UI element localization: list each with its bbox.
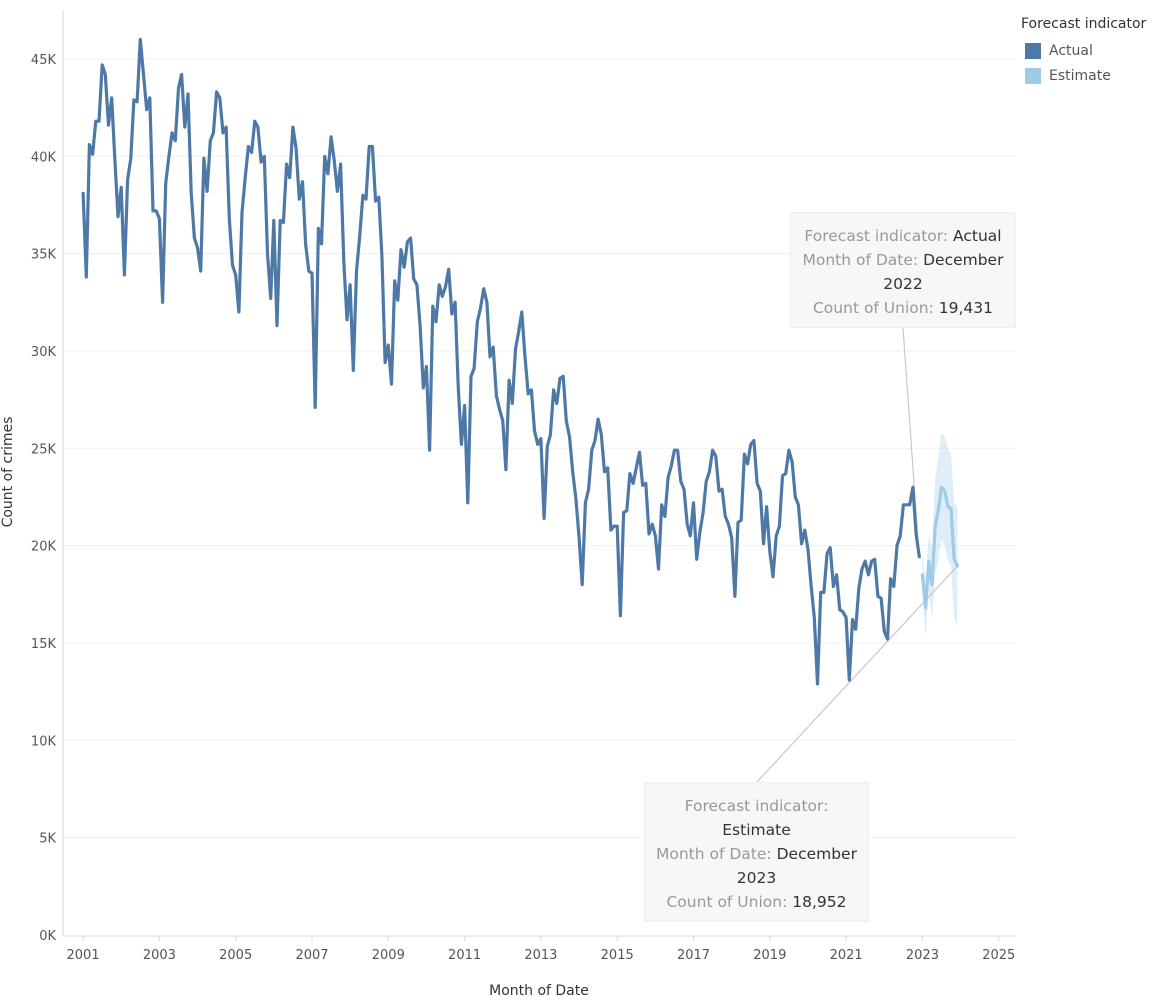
y-tick-label: 10K (31, 734, 57, 749)
tooltip-line: Forecast indicator: (645, 794, 868, 818)
tooltip-actual: Forecast indicator: Actual Month of Date… (790, 212, 1016, 328)
x-tick-label: 2005 (219, 948, 252, 963)
tooltip-value: 2022 (883, 275, 923, 293)
tooltip-line: Count of Union: 19,431 (791, 296, 1015, 320)
tooltip-label: Count of Union: (812, 299, 934, 317)
tooltip-value: December (923, 251, 1004, 269)
legend-title: Forecast indicator (1021, 16, 1147, 32)
x-tick-labels: 2001 2003 2005 2007 2009 2011 2013 2015 2017 2019… (67, 936, 1015, 963)
tooltip-line: Count of Union: 18,952 (645, 890, 868, 914)
tooltip-line: Estimate (645, 818, 868, 842)
x-tick-label: 2013 (524, 948, 557, 963)
y-tick-label: 30K (31, 345, 57, 360)
y-tick-label: 5K (39, 832, 56, 847)
tooltip-line: 2023 (645, 866, 868, 890)
series-line-estimate (920, 485, 960, 610)
tooltip-value: 19,431 (938, 299, 994, 317)
tooltip-value: 18,952 (792, 893, 847, 911)
y-tick-label: 15K (31, 637, 57, 652)
forecast-band (922, 432, 958, 638)
legend-item-actual[interactable]: Actual (1021, 38, 1146, 63)
series-lines (81, 37, 960, 686)
x-tick-label: 2017 (677, 948, 710, 963)
grid-lines (63, 58, 1016, 839)
x-tick-label: 2015 (601, 948, 634, 963)
tooltip-value: December (776, 845, 857, 863)
legend-swatch-actual (1025, 42, 1041, 59)
tooltip-line: 2022 (791, 272, 1015, 296)
tooltip-line: Forecast indicator: Actual (791, 224, 1015, 248)
y-tick-label: 40K (31, 150, 57, 165)
y-axis-title: Count of crimes (0, 417, 16, 528)
x-tick-label: 2023 (906, 948, 939, 963)
tooltip-value: Estimate (722, 821, 791, 839)
tooltip-value: Actual (953, 227, 1002, 245)
forecast-band-1 (922, 432, 958, 638)
tooltip-label: Month of Date: (656, 845, 772, 863)
x-tick-label: 2001 (67, 948, 100, 963)
tooltip-estimate: Forecast indicator: Estimate Month of Da… (644, 782, 869, 922)
x-tick-label: 2025 (982, 948, 1015, 963)
tooltip-label: Forecast indicator: (684, 797, 829, 815)
tooltip-value: 2023 (736, 869, 777, 887)
legend-label-estimate: Estimate (1049, 67, 1111, 84)
x-tick-label: 2009 (372, 948, 405, 963)
x-tick-label: 2003 (143, 948, 176, 963)
y-tick-label: 20K (31, 540, 57, 555)
y-tick-label: 0K (39, 929, 56, 944)
tooltip-label: Forecast indicator: (804, 227, 949, 245)
legend-label-actual: Actual (1049, 42, 1093, 59)
tooltip-line: Month of Date: December (645, 842, 868, 866)
x-tick-label: 2021 (830, 948, 863, 963)
x-tick-label: 2011 (448, 948, 481, 963)
x-tick-label: 2007 (295, 948, 328, 963)
legend: Forecast indicator Actual Estimate (1021, 16, 1146, 88)
y-tick-label: 25K (31, 442, 57, 457)
legend-item-estimate[interactable]: Estimate (1021, 63, 1146, 88)
legend-swatch-estimate (1025, 67, 1041, 84)
tooltip-label: Month of Date: (802, 251, 919, 269)
tooltip-line: Month of Date: December (791, 248, 1015, 272)
series-line-actual (81, 37, 921, 686)
y-tick-label: 45K (31, 53, 57, 68)
y-tick-label: 35K (31, 248, 57, 263)
annotation-connectors (756, 327, 958, 783)
x-tick-label: 2019 (753, 948, 786, 963)
x-axis-title: Month of Date (489, 983, 589, 999)
tooltip-label: Count of Union: (666, 893, 788, 911)
y-tick-labels: 0K 5K 10K 15K 20K 25K 30K 35K 40K 45K (31, 53, 57, 944)
